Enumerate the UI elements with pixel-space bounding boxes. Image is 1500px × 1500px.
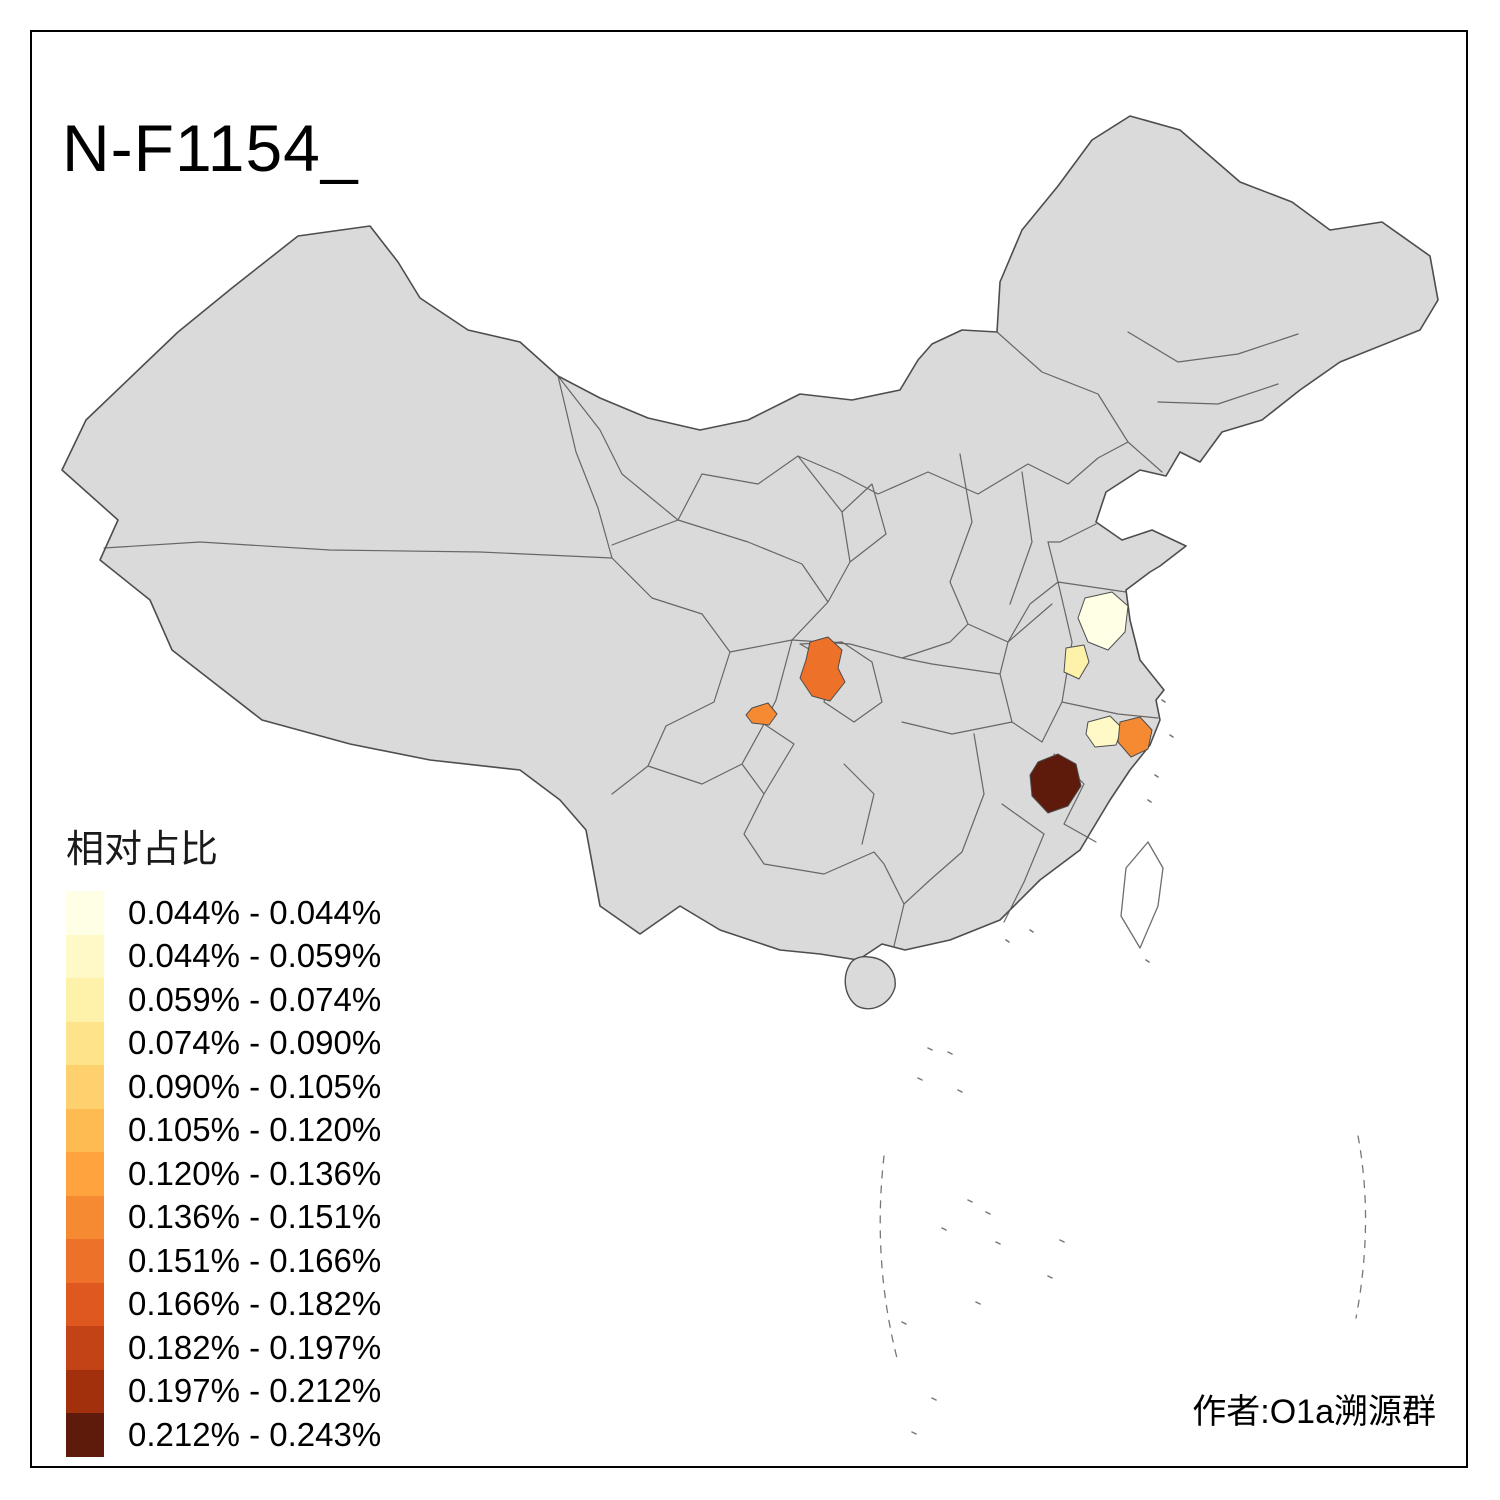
legend-item: 0.197% - 0.212% bbox=[66, 1369, 382, 1413]
legend-item: 0.105% - 0.120% bbox=[66, 1108, 382, 1152]
legend-label: 0.166% - 0.182% bbox=[128, 1285, 382, 1323]
legend-item: 0.044% - 0.044% bbox=[66, 891, 381, 935]
legend-item: 0.166% - 0.182% bbox=[66, 1282, 382, 1326]
legend-swatch bbox=[66, 978, 104, 1022]
legend-item: 0.044% - 0.059% bbox=[66, 934, 382, 978]
legend-swatch bbox=[66, 1413, 104, 1457]
region-jiangsu-north bbox=[1077, 591, 1129, 651]
legend-label: 0.120% - 0.136% bbox=[128, 1154, 382, 1192]
legend-swatch bbox=[66, 1021, 104, 1065]
legend-swatch bbox=[66, 1369, 104, 1413]
legend-item: 0.182% - 0.197% bbox=[66, 1326, 381, 1370]
page-title: N-F1154_ bbox=[62, 111, 359, 186]
legend-label: 0.059% - 0.074% bbox=[128, 980, 382, 1018]
coastal-islets bbox=[1005, 699, 1174, 963]
legend-swatch bbox=[66, 891, 104, 935]
legend-swatch bbox=[66, 1108, 104, 1152]
legend-item: 0.136% - 0.151% bbox=[66, 1195, 382, 1239]
region-zhejiang-coastal bbox=[1117, 716, 1153, 758]
region-zhejiang-southwest bbox=[1029, 753, 1082, 814]
legend-label: 0.044% - 0.059% bbox=[128, 937, 382, 975]
legend-item: 0.090% - 0.105% bbox=[66, 1065, 381, 1109]
legend-label: 0.090% - 0.105% bbox=[128, 1067, 382, 1105]
south-china-sea-islets bbox=[901, 1047, 1065, 1435]
hainan-island bbox=[844, 956, 896, 1010]
mainland-outline bbox=[61, 115, 1439, 961]
legend-item: 0.212% - 0.243% bbox=[66, 1413, 381, 1457]
legend-label: 0.074% - 0.090% bbox=[128, 1024, 382, 1062]
legend-item: 0.074% - 0.090% bbox=[66, 1021, 382, 1065]
legend-swatch bbox=[66, 1326, 104, 1370]
legend-title: 相对占比 bbox=[66, 829, 219, 871]
region-chongqing bbox=[799, 636, 846, 702]
legend-label: 0.151% - 0.166% bbox=[128, 1241, 382, 1279]
dashed-boundary-right bbox=[1355, 1135, 1367, 1319]
legend-swatch bbox=[66, 1195, 104, 1239]
legend-swatch bbox=[66, 1152, 104, 1196]
legend: 相对占比 0.044% - 0.044% 0.044% - 0.059% 0.0… bbox=[66, 818, 381, 1457]
legend-item: 0.120% - 0.136% bbox=[66, 1152, 381, 1196]
legend-item: 0.151% - 0.166% bbox=[66, 1239, 381, 1283]
legend-swatch bbox=[66, 934, 104, 978]
region-jiangsu-south bbox=[1063, 644, 1090, 680]
legend-label: 0.212% - 0.243% bbox=[128, 1415, 382, 1453]
region-sichuan-east bbox=[745, 702, 778, 726]
plot-frame bbox=[30, 30, 1468, 1468]
legend-label: 0.182% - 0.197% bbox=[128, 1328, 382, 1366]
legend-label: 0.044% - 0.044% bbox=[128, 893, 382, 931]
legend-label: 0.136% - 0.151% bbox=[128, 1198, 382, 1236]
legend-item: 0.059% - 0.074% bbox=[66, 978, 381, 1022]
legend-swatch bbox=[66, 1239, 104, 1283]
dashed-boundary-left bbox=[879, 1155, 899, 1363]
legend-label: 0.197% - 0.212% bbox=[128, 1372, 382, 1410]
legend-label: 0.105% - 0.120% bbox=[128, 1111, 382, 1149]
legend-swatch bbox=[66, 1282, 104, 1326]
attribution: 作者:O1a溯源群 bbox=[1192, 1393, 1436, 1431]
taiwan-island bbox=[1120, 841, 1164, 949]
region-zhejiang-northwest bbox=[1085, 715, 1123, 748]
province-borders bbox=[103, 331, 1299, 947]
legend-swatch bbox=[66, 1065, 104, 1109]
